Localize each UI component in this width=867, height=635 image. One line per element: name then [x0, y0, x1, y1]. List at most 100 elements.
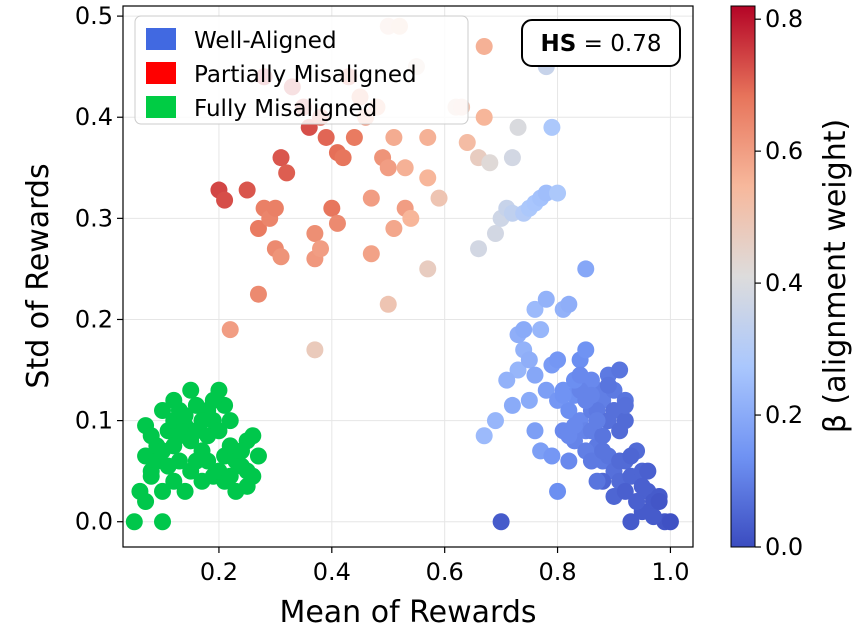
beta-colored-point [492, 513, 510, 531]
beta-colored-point [582, 452, 600, 470]
fully-misaligned-point [233, 442, 251, 460]
beta-colored-point [486, 225, 504, 243]
x-tick-label: 0.2 [200, 558, 238, 586]
beta-colored-point [475, 37, 493, 55]
beta-colored-point [334, 149, 352, 167]
beta-colored-point [594, 427, 612, 445]
x-tick-label: 0.6 [426, 558, 464, 586]
beta-colored-point [323, 199, 341, 217]
beta-colored-point [396, 159, 414, 177]
fully-misaligned-point [137, 492, 155, 510]
beta-colored-point [616, 412, 634, 430]
colorbar-ticks: 0.0 0.2 0.4 0.6 0.8 [755, 5, 803, 561]
beta-colored-point [588, 412, 606, 430]
fully-misaligned-point [165, 472, 183, 490]
beta-colored-point [520, 391, 538, 409]
colorbar-tick-label: 0.0 [765, 533, 803, 561]
beta-colored-point [503, 396, 521, 414]
beta-colored-point [345, 128, 363, 146]
beta-colored-point [639, 462, 657, 480]
beta-colored-point [419, 169, 437, 187]
x-axis-title: Mean of Rewards [279, 595, 536, 630]
beta-colored-point [565, 417, 583, 435]
fully-misaligned-point [238, 462, 256, 480]
beta-colored-point [498, 371, 516, 389]
colorbar-title: β (alignment weight) [818, 119, 853, 433]
beta-colored-point [216, 191, 234, 209]
colorbar-tick-label: 0.2 [765, 401, 803, 429]
beta-colored-point [582, 386, 600, 404]
fully-misaligned-point [193, 412, 211, 430]
fully-misaligned-point [176, 407, 194, 425]
fully-misaligned-point [204, 391, 222, 409]
fully-misaligned-point [154, 401, 172, 419]
hs-label: HS = 0.78 [541, 31, 662, 57]
y-tick-label: 0.4 [75, 103, 113, 131]
beta-colored-point [560, 452, 578, 470]
beta-colored-point [362, 245, 380, 263]
beta-colored-point [385, 219, 403, 237]
fully-misaligned-point [170, 452, 188, 470]
beta-colored-point [633, 477, 651, 495]
fully-misaligned-point [249, 447, 267, 465]
fully-misaligned-point [221, 467, 239, 485]
beta-colored-point [249, 285, 267, 303]
beta-colored-point [249, 219, 267, 237]
beta-colored-point [509, 361, 527, 379]
legend: Well-Aligned Partially Misaligned Fully … [134, 15, 469, 125]
beta-colored-point [526, 300, 544, 318]
beta-colored-point [554, 386, 572, 404]
colorbar-tick-label: 0.8 [765, 5, 803, 33]
beta-colored-point [238, 181, 256, 199]
legend-label-fully-misaligned: Fully Misaligned [194, 96, 377, 122]
beta-colored-point [306, 225, 324, 243]
x-tick-label: 0.4 [313, 558, 351, 586]
beta-colored-point [430, 189, 448, 207]
beta-colored-point [611, 361, 629, 379]
fully-misaligned-point [176, 482, 194, 500]
y-axis-title: Std of Rewards [21, 163, 56, 388]
colorbar [730, 5, 756, 548]
y-tick-label: 0.3 [75, 204, 113, 232]
fully-misaligned-point [244, 427, 262, 445]
beta-colored-point [312, 240, 330, 258]
beta-colored-point [470, 240, 488, 258]
beta-colored-point [549, 351, 567, 369]
fully-misaligned-point [154, 513, 172, 531]
beta-colored-point [362, 189, 380, 207]
beta-colored-point [475, 108, 493, 126]
legend-frame [134, 15, 469, 125]
beta-colored-point [221, 321, 239, 339]
beta-colored-point [577, 341, 595, 359]
beta-colored-point [616, 396, 634, 414]
x-axis-ticks: 0.2 0.4 0.6 0.8 1.0 [200, 547, 690, 586]
y-tick-label: 0.0 [75, 508, 113, 536]
beta-colored-point [475, 427, 493, 445]
colorbar-tick-label: 0.4 [765, 269, 803, 297]
y-tick-label: 0.5 [75, 2, 113, 30]
beta-colored-point [571, 366, 589, 384]
beta-colored-point [481, 154, 499, 172]
beta-colored-point [385, 128, 403, 146]
beta-colored-point [599, 376, 617, 394]
y-tick-label: 0.1 [75, 407, 113, 435]
y-tick-label: 0.2 [75, 305, 113, 333]
beta-colored-point [650, 492, 668, 510]
beta-colored-point [560, 295, 578, 313]
beta-colored-point [577, 260, 595, 278]
beta-colored-point [419, 260, 437, 278]
beta-colored-point [419, 128, 437, 146]
beta-colored-point [503, 149, 521, 167]
beta-colored-point [266, 199, 284, 217]
hs-bold-label: HS [541, 31, 577, 57]
legend-label-well-aligned: Well-Aligned [194, 28, 337, 54]
fully-misaligned-point [125, 513, 143, 531]
beta-colored-point [594, 442, 612, 460]
beta-colored-point [515, 321, 533, 339]
beta-colored-point [622, 447, 640, 465]
legend-swatch-partially-misaligned [146, 62, 176, 84]
beta-colored-point [379, 295, 397, 313]
beta-colored-point [379, 159, 397, 177]
hs-value: = 0.78 [576, 31, 661, 57]
